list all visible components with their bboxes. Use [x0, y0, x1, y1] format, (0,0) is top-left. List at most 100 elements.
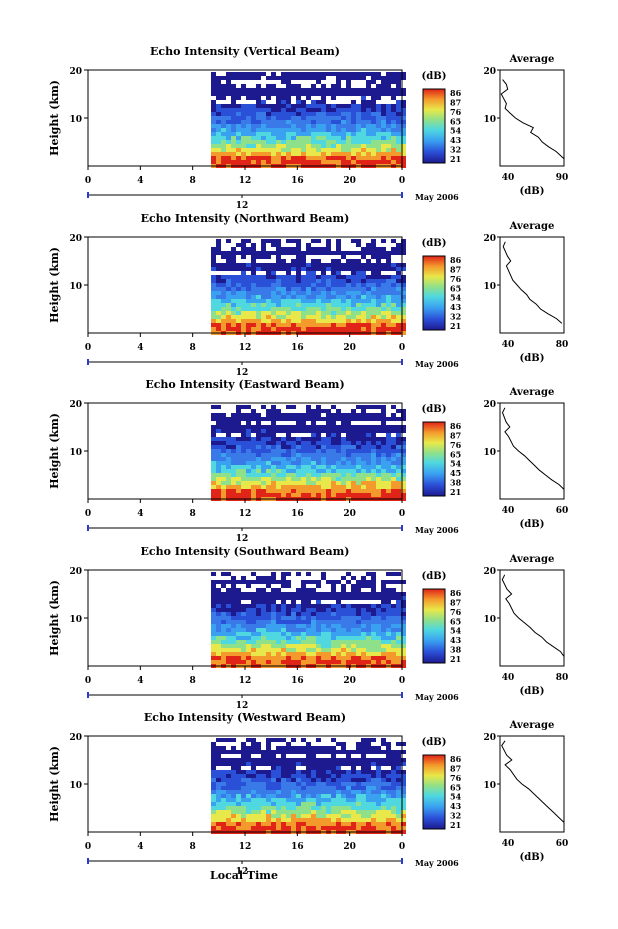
heatmap-cell [246, 826, 251, 830]
heatmap-cell [296, 445, 301, 449]
heatmap-cell [306, 636, 311, 640]
heatmap-cell [286, 469, 291, 473]
heatmap-cell [216, 421, 221, 425]
heatmap-cell [231, 323, 236, 327]
heatmap-cell [401, 413, 406, 417]
heatmap-cell [361, 425, 366, 429]
heatmap-cell [401, 275, 406, 279]
heatmap-cell [266, 441, 271, 445]
heatmap-cell [371, 762, 376, 766]
heatmap-cell [366, 596, 371, 600]
heatmap-cell [376, 437, 381, 441]
heatmap-cell [216, 774, 221, 778]
heatmap-cell [266, 263, 271, 267]
heatmap-cell [311, 279, 316, 283]
heatmap-cell [246, 311, 251, 315]
heatmap-cell [271, 620, 276, 624]
heatmap-cell [236, 766, 241, 770]
heatmap-cell [346, 124, 351, 128]
heatmap-cell [271, 489, 276, 493]
profile-y-tick-label: 20 [483, 67, 496, 77]
heatmap-cell [261, 445, 266, 449]
heatmap-cell [316, 100, 321, 104]
heatmap-cell [241, 576, 246, 580]
heatmap-cell [211, 279, 216, 283]
heatmap-cell [356, 112, 361, 116]
heatmap-cell [296, 104, 301, 108]
heatmap-cell [251, 425, 256, 429]
heatmap-cell [331, 92, 336, 96]
heatmap-cell [341, 104, 346, 108]
heatmap-cell [231, 144, 236, 148]
heatmap-cell [216, 477, 221, 481]
heatmap-cell [331, 632, 336, 636]
heatmap-cell [301, 580, 306, 584]
heatmap-cell [336, 592, 341, 596]
heatmap-cell [266, 600, 271, 604]
heatmap-cell [346, 327, 351, 331]
heatmap-cell [291, 437, 296, 441]
heatmap-cell [356, 144, 361, 148]
heatmap-cell [236, 656, 241, 660]
heatmap-cell [216, 489, 221, 493]
heatmap-cell [296, 644, 301, 648]
heatmap-cell [326, 758, 331, 762]
heatmap-cell [296, 247, 301, 251]
heatmap-cell [261, 156, 266, 160]
heatmap-cell [266, 810, 271, 814]
heatmap-cell [211, 822, 216, 826]
heatmap-cell [346, 806, 351, 810]
heatmap-cell [326, 469, 331, 473]
heatmap-cell [301, 469, 306, 473]
heatmap-cell [226, 287, 231, 291]
heatmap-cell [241, 469, 246, 473]
heatmap-cell [266, 124, 271, 128]
heatmap-cell [311, 660, 316, 664]
heatmap-cell [236, 140, 241, 144]
heatmap-cell [246, 774, 251, 778]
heatmap-cell [346, 818, 351, 822]
heatmap-cell [241, 758, 246, 762]
heatmap-cell [261, 453, 266, 457]
heatmap-cell [216, 124, 221, 128]
heatmap-cell [276, 782, 281, 786]
heatmap-cell [226, 433, 231, 437]
heatmap-cell [246, 481, 251, 485]
heatmap-cell [216, 465, 221, 469]
heatmap-cell [296, 465, 301, 469]
heatmap-cell [401, 247, 406, 251]
heatmap-cell [216, 608, 221, 612]
heatmap-cell [336, 461, 341, 465]
heatmap-cell [221, 802, 226, 806]
heatmap-cell [356, 652, 361, 656]
heatmap-cell [371, 465, 376, 469]
heatmap-cell [301, 295, 306, 299]
heatmap-cell [306, 303, 311, 307]
heatmap-cell [311, 786, 316, 790]
heatmap-cell [351, 616, 356, 620]
heatmap-cell [351, 640, 356, 644]
heatmap-cell [286, 283, 291, 287]
heatmap-cell [321, 287, 326, 291]
heatmap-cell [286, 124, 291, 128]
heatmap-cell [336, 271, 341, 275]
heatmap-cell [236, 279, 241, 283]
heatmap-cell [246, 92, 251, 96]
heatmap-cell [251, 267, 256, 271]
heatmap-cell [271, 108, 276, 112]
heatmap-cell [336, 84, 341, 88]
heatmap-cell [291, 104, 296, 108]
heatmap-cell [391, 822, 396, 826]
heatmap-cell [386, 616, 391, 620]
x-tick-label: 16 [291, 343, 304, 353]
heatmap-cell [216, 822, 221, 826]
heatmap-cell [341, 636, 346, 640]
heatmap-cell [281, 648, 286, 652]
heatmap-cell [246, 319, 251, 323]
profile-line [502, 241, 563, 324]
heatmap-cell [261, 136, 266, 140]
heatmap-cell [216, 152, 221, 156]
heatmap-cell [231, 88, 236, 92]
heatmap-cell [306, 620, 311, 624]
heatmap-cell [386, 822, 391, 826]
